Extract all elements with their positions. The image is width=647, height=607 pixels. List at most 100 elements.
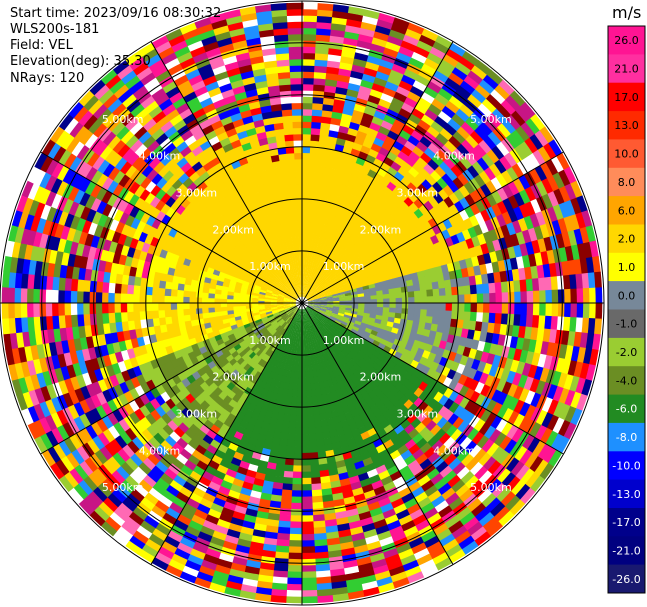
velocity-cell <box>420 479 435 493</box>
velocity-cell <box>361 586 380 598</box>
velocity-cell <box>342 371 350 380</box>
velocity-cell <box>326 294 333 298</box>
velocity-cell <box>309 452 319 460</box>
velocity-cell <box>328 429 338 438</box>
velocity-cell <box>366 55 383 66</box>
velocity-cell <box>405 571 425 584</box>
velocity-cell <box>409 85 426 98</box>
velocity-cell <box>315 388 322 396</box>
velocity-cell <box>323 231 330 239</box>
velocity-cell <box>300 546 316 554</box>
velocity-cell <box>476 303 484 314</box>
velocity-cell <box>458 294 465 304</box>
velocity-cell <box>476 435 490 450</box>
velocity-cell <box>326 299 334 302</box>
velocity-cell <box>164 309 172 318</box>
velocity-cell <box>327 398 335 407</box>
velocity-cell <box>309 470 321 479</box>
velocity-cell <box>315 286 322 292</box>
velocity-cell <box>434 165 447 179</box>
velocity-cell <box>467 226 478 239</box>
velocity-cell <box>286 571 302 579</box>
velocity-cell <box>304 240 309 248</box>
velocity-cell <box>439 448 453 462</box>
velocity-cell <box>472 370 484 383</box>
velocity-cell <box>453 393 465 407</box>
velocity-cell <box>314 53 330 61</box>
velocity-cell <box>431 137 446 151</box>
velocity-cell <box>360 21 378 32</box>
velocity-cell <box>407 22 426 36</box>
velocity-cell <box>315 255 321 263</box>
velocity-cell <box>343 431 354 441</box>
velocity-cell <box>304 358 309 366</box>
velocity-cell <box>434 331 443 341</box>
velocity-cell <box>314 564 331 572</box>
velocity-cell <box>434 93 451 107</box>
velocity-cell <box>338 310 346 315</box>
velocity-cell <box>393 155 406 167</box>
velocity-cell <box>302 90 315 98</box>
velocity-cell <box>362 489 376 500</box>
velocity-cell <box>333 299 340 302</box>
velocity-cell <box>413 491 429 505</box>
velocity-cell <box>357 350 366 358</box>
velocity-cell <box>528 456 544 474</box>
velocity-cell <box>542 446 557 465</box>
velocity-cell <box>510 233 520 248</box>
velocity-cell <box>332 332 340 339</box>
velocity-cell <box>416 474 431 488</box>
velocity-cell <box>302 208 308 216</box>
velocity-cell <box>356 314 364 320</box>
velocity-cell <box>302 177 310 185</box>
velocity-cell <box>363 292 371 297</box>
velocity-cell <box>301 484 312 491</box>
velocity-cell <box>520 291 528 305</box>
velocity-cell <box>520 303 528 316</box>
velocity-cell <box>481 153 496 169</box>
velocity-cell <box>338 68 353 78</box>
velocity-cell <box>457 535 475 551</box>
velocity-cell <box>416 40 434 54</box>
velocity-cell <box>312 407 320 416</box>
velocity-cell <box>335 328 343 335</box>
velocity-cell <box>311 310 318 316</box>
velocity-cell <box>335 427 345 437</box>
velocity-cell <box>346 237 354 245</box>
velocity-cell <box>411 448 425 461</box>
velocity-cell <box>552 172 566 190</box>
velocity-cell <box>324 313 331 318</box>
velocity-cell <box>563 374 574 392</box>
velocity-cell <box>441 538 459 553</box>
velocity-cell <box>301 396 308 404</box>
velocity-cell <box>459 80 477 96</box>
velocity-cell <box>370 299 378 304</box>
velocity-cell <box>527 227 539 243</box>
velocity-cell <box>331 111 344 120</box>
velocity-cell <box>507 383 519 399</box>
velocity-cell <box>477 254 486 267</box>
velocity-cell <box>331 441 341 451</box>
velocity-cell <box>415 553 433 567</box>
velocity-cell <box>366 262 375 270</box>
velocity-cell <box>309 332 314 340</box>
velocity-cell <box>377 342 386 351</box>
velocity-cell <box>323 405 332 414</box>
velocity-cell <box>318 141 329 149</box>
velocity-cell <box>468 479 484 495</box>
velocity-cell <box>530 114 546 132</box>
velocity-cell <box>324 353 331 361</box>
velocity-cell <box>322 325 329 332</box>
velocity-cell <box>277 520 291 528</box>
velocity-cell <box>357 511 372 521</box>
velocity-cell <box>514 483 531 501</box>
velocity-cell <box>306 285 310 292</box>
velocity-cell <box>317 278 324 285</box>
velocity-cell <box>413 284 421 292</box>
velocity-cell <box>328 474 340 483</box>
velocity-cell <box>420 309 428 317</box>
velocity-cell <box>364 299 372 304</box>
velocity-cell <box>523 376 535 392</box>
velocity-cell <box>313 344 318 352</box>
velocity-cell <box>324 238 331 247</box>
